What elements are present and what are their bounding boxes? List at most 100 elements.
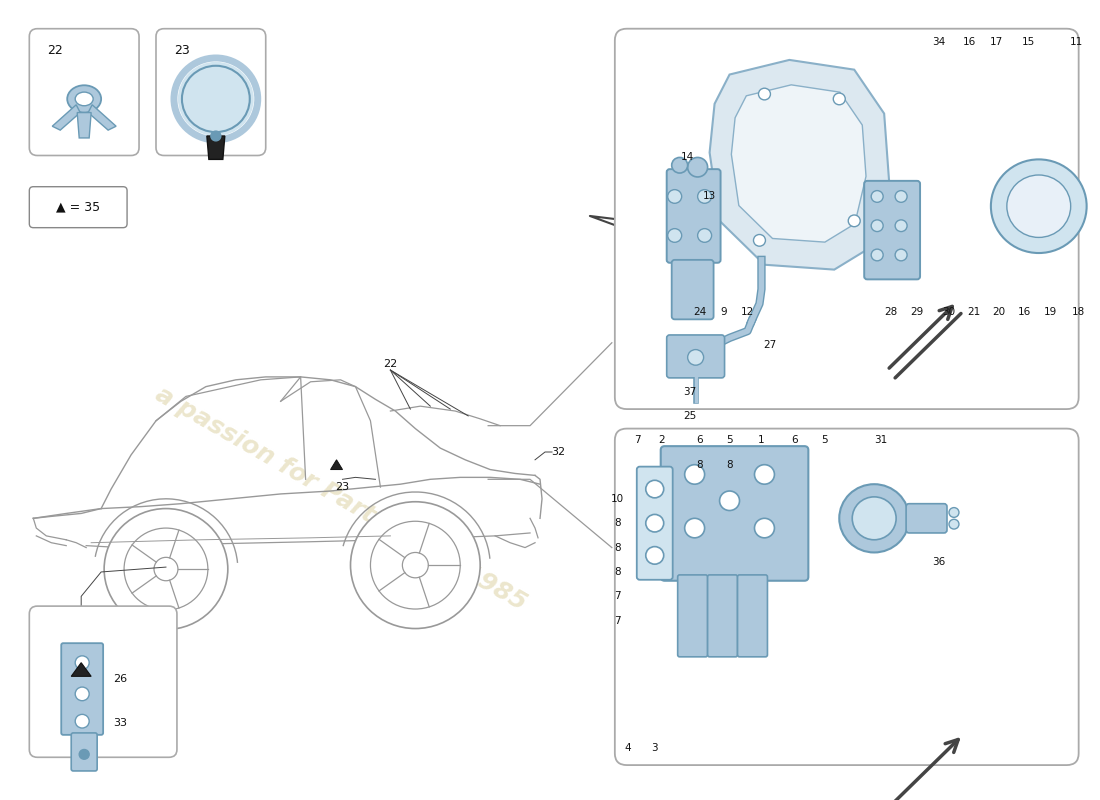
Polygon shape (207, 136, 224, 159)
Circle shape (672, 158, 688, 173)
FancyBboxPatch shape (30, 29, 139, 155)
Ellipse shape (75, 92, 94, 106)
Circle shape (668, 190, 682, 203)
Text: 34: 34 (933, 38, 946, 47)
Polygon shape (77, 113, 91, 138)
Text: ▲ = 35: ▲ = 35 (56, 201, 100, 214)
Circle shape (371, 522, 460, 609)
FancyBboxPatch shape (737, 575, 768, 657)
Circle shape (697, 229, 712, 242)
Circle shape (75, 656, 89, 670)
Circle shape (871, 190, 883, 202)
Text: 33: 33 (113, 718, 128, 728)
Circle shape (124, 528, 208, 610)
Text: 23: 23 (336, 482, 350, 492)
Text: 5: 5 (821, 435, 827, 446)
Polygon shape (331, 460, 342, 470)
Text: a passion for Parts since 1985: a passion for Parts since 1985 (151, 382, 530, 615)
Circle shape (1006, 175, 1070, 238)
Circle shape (759, 88, 770, 100)
Text: 21: 21 (967, 306, 980, 317)
Circle shape (668, 229, 682, 242)
Ellipse shape (67, 86, 101, 113)
Circle shape (895, 190, 908, 202)
Circle shape (684, 465, 705, 484)
Text: 10: 10 (612, 494, 625, 504)
Text: 23: 23 (174, 44, 189, 58)
Text: 16: 16 (1019, 306, 1032, 317)
Text: 8: 8 (726, 460, 733, 470)
Text: 6: 6 (696, 435, 703, 446)
Text: 37: 37 (683, 386, 696, 397)
Text: 8: 8 (615, 567, 622, 577)
Polygon shape (732, 85, 866, 242)
Circle shape (646, 514, 663, 532)
Circle shape (75, 687, 89, 701)
Text: 5: 5 (726, 435, 733, 446)
Text: 7: 7 (615, 591, 622, 602)
Text: 20: 20 (992, 306, 1005, 317)
Text: 25: 25 (683, 411, 696, 421)
Circle shape (949, 507, 959, 518)
Text: 2: 2 (659, 435, 666, 446)
FancyBboxPatch shape (62, 643, 103, 735)
Text: 11: 11 (1070, 38, 1084, 47)
Circle shape (697, 190, 712, 203)
Circle shape (719, 491, 739, 510)
Text: 16: 16 (962, 38, 976, 47)
Text: 7: 7 (615, 616, 622, 626)
FancyBboxPatch shape (667, 169, 721, 262)
FancyBboxPatch shape (615, 429, 1079, 765)
Text: 27: 27 (762, 340, 777, 350)
Circle shape (895, 220, 908, 231)
Text: 30: 30 (943, 306, 956, 317)
Circle shape (871, 249, 883, 261)
Text: 17: 17 (990, 38, 1003, 47)
Text: 1: 1 (758, 435, 764, 446)
Text: 8: 8 (615, 518, 622, 528)
Text: 18: 18 (1072, 306, 1086, 317)
FancyBboxPatch shape (156, 29, 266, 155)
Circle shape (646, 546, 663, 564)
Polygon shape (710, 60, 889, 270)
FancyBboxPatch shape (707, 575, 737, 657)
Polygon shape (88, 105, 117, 130)
FancyBboxPatch shape (865, 181, 920, 279)
FancyBboxPatch shape (661, 446, 808, 581)
Circle shape (688, 350, 704, 365)
Text: 12: 12 (741, 306, 755, 317)
Circle shape (949, 519, 959, 529)
Text: 8: 8 (615, 542, 622, 553)
Circle shape (351, 502, 481, 629)
FancyBboxPatch shape (906, 504, 947, 533)
Polygon shape (53, 105, 80, 130)
Circle shape (403, 553, 428, 578)
Polygon shape (72, 662, 91, 676)
Text: 19: 19 (1044, 306, 1057, 317)
Circle shape (178, 62, 254, 136)
Text: 9: 9 (720, 306, 727, 317)
Text: 29: 29 (911, 306, 924, 317)
Text: 24: 24 (693, 306, 706, 317)
FancyBboxPatch shape (678, 575, 707, 657)
Text: 28: 28 (884, 306, 898, 317)
Circle shape (871, 220, 883, 231)
Circle shape (688, 158, 707, 177)
Circle shape (104, 509, 228, 630)
Text: 32: 32 (551, 447, 565, 457)
FancyBboxPatch shape (72, 733, 97, 771)
Text: 7: 7 (635, 435, 641, 446)
Circle shape (75, 714, 89, 728)
Text: 22: 22 (47, 44, 63, 58)
Circle shape (852, 497, 896, 540)
Circle shape (754, 234, 766, 246)
Text: 6: 6 (791, 435, 798, 446)
Text: 4: 4 (625, 742, 631, 753)
Circle shape (834, 93, 845, 105)
Text: 15: 15 (1022, 38, 1035, 47)
FancyBboxPatch shape (30, 606, 177, 758)
Text: 3: 3 (651, 742, 658, 753)
Text: 26: 26 (113, 674, 128, 684)
Circle shape (79, 750, 89, 759)
Circle shape (154, 558, 178, 581)
